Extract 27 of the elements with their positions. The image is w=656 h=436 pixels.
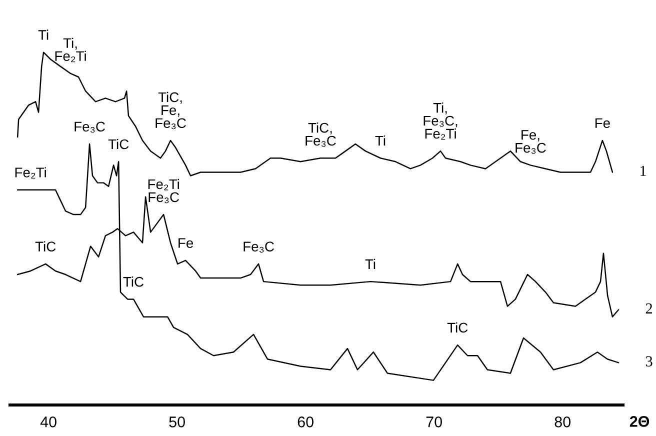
annotation: Ti, Fe₃C, Fe₂Ti xyxy=(424,102,458,140)
annotation: TiC xyxy=(108,138,129,150)
annotation: Fe, Fe₃C xyxy=(516,130,546,154)
annotation: Ti, Fe₂Ti xyxy=(55,38,86,62)
x-tick-label: 50 xyxy=(169,416,185,428)
x-tick-label: 80 xyxy=(554,416,570,428)
series-label: 1 xyxy=(640,166,646,176)
annotation: TiC, Fe, Fe₃C xyxy=(156,92,186,130)
x-axis-title: 2Θ xyxy=(630,416,650,427)
annotation: Fe₂Ti Fe₃C xyxy=(148,178,179,204)
annotation: TiC, Fe₃C xyxy=(306,122,336,147)
annotation: TiC xyxy=(123,276,144,287)
annotation: Ti xyxy=(375,135,386,146)
x-tick-label: 70 xyxy=(426,416,442,428)
annotation: TiC xyxy=(447,322,468,333)
annotation: Ti xyxy=(365,258,376,269)
annotation: Ti xyxy=(38,30,48,40)
annotation: TiC xyxy=(35,241,56,252)
annotation: Fe₂Ti xyxy=(15,167,46,178)
x-tick-label: 60 xyxy=(298,416,314,428)
series-label: 3 xyxy=(646,356,652,367)
annotation: Fe xyxy=(595,118,610,128)
x-tick-label: 40 xyxy=(40,416,56,428)
annotation: Fe xyxy=(178,238,194,248)
series-label: 2 xyxy=(646,303,652,314)
annotation: Fe₃C xyxy=(74,122,105,133)
annotation: Fe₃C xyxy=(244,242,274,253)
